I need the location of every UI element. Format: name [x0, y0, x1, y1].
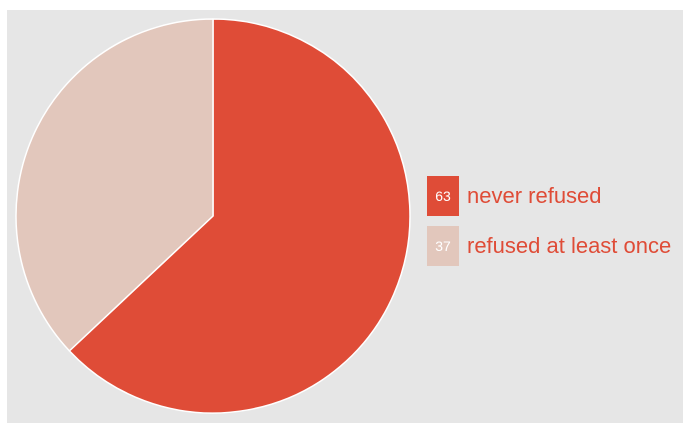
pie-slice-never-refused	[68, 18, 411, 414]
legend-item-never-refused: 63 never refused	[427, 176, 671, 216]
pie-chart	[15, 18, 411, 414]
chart-panel: 63 never refused 37 refused at least onc…	[7, 10, 683, 423]
pie-slice-refused-at-least-once	[15, 18, 214, 352]
legend-value-refused-at-least-once: 37	[435, 238, 451, 254]
legend: 63 never refused 37 refused at least onc…	[427, 176, 671, 276]
legend-label-refused-at-least-once: refused at least once	[467, 233, 672, 258]
legend-value-never-refused: 63	[435, 188, 451, 204]
legend-swatch-never-refused: 63	[427, 176, 459, 216]
legend-label-never-refused: never refused	[467, 183, 602, 208]
legend-item-refused-at-least-once: 37 refused at least once	[427, 226, 671, 266]
pie-slices	[15, 18, 411, 414]
legend-swatch-refused-at-least-once: 37	[427, 226, 459, 266]
